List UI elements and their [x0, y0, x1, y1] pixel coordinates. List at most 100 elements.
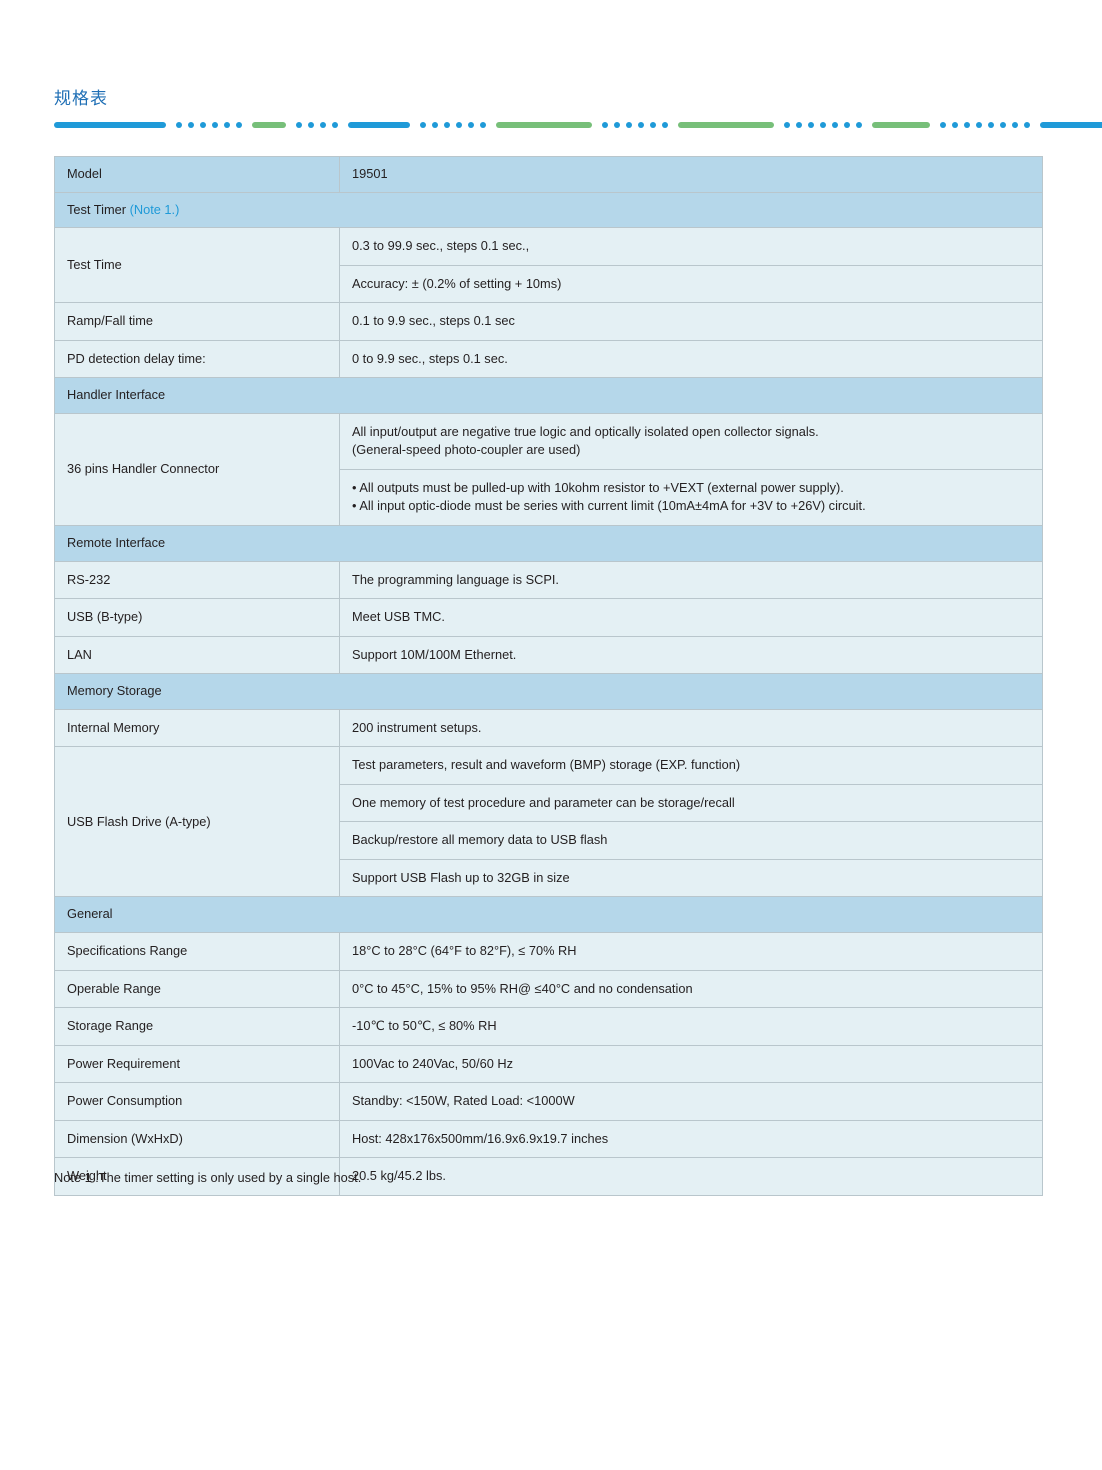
- table-row-value: Accuracy: ± (0.2% of setting + 10ms): [352, 275, 562, 291]
- divider-dot: [200, 121, 206, 128]
- table-row-label-cell: Model: [54, 156, 340, 193]
- table-section-cell: Test Timer (Note 1.): [54, 191, 1043, 229]
- divider-bar: [54, 121, 166, 128]
- table-row: USB (B-type) Meet USB TMC.: [54, 598, 1043, 637]
- table-row-value: 0 to 9.9 sec., steps 0.1 sec.: [352, 350, 508, 366]
- table-row-label: Ramp/Fall time: [67, 313, 154, 329]
- divider-dot: [212, 121, 218, 128]
- table-row-label-cell: Test Time: [54, 227, 340, 304]
- table-row-value-subrow: • All outputs must be pulled-up with 10k…: [340, 469, 1042, 526]
- table-row: Test Time 0.3 to 99.9 sec., steps 0.1 sec…: [54, 227, 1043, 304]
- divider-dot: [420, 121, 426, 128]
- table-row-value: Meet USB TMC.: [352, 609, 445, 625]
- table-section-label: Test Timer (Note 1.): [67, 201, 180, 217]
- divider-dot: [844, 121, 850, 128]
- table-row-value-subrow: Test parameters, result and waveform (BM…: [340, 747, 1042, 785]
- table-row-label: Storage Range: [67, 1018, 154, 1034]
- divider-bar: [348, 121, 410, 128]
- table-section-label: Handler Interface: [67, 387, 166, 403]
- table-row-value: Support 10M/100M Ethernet.: [352, 646, 517, 662]
- table-row-value-cell: 19501: [339, 156, 1043, 193]
- divider-dot: [626, 121, 632, 128]
- table-row-label: Power Consumption: [67, 1093, 183, 1109]
- table-row-label-cell: Operable Range: [54, 969, 340, 1009]
- table-row: Internal Memory 200 instrument setups.: [54, 708, 1043, 748]
- table-row-value: • All outputs must be pulled-up with 10k…: [352, 479, 866, 514]
- table-row-value: 0°C to 45°C, 15% to 95% RH@ ≤40°C and no…: [352, 980, 693, 996]
- footnote-note-1: Note 1 .The timer setting is only used b…: [54, 1170, 362, 1185]
- divider-dot: [456, 121, 462, 128]
- table-row-label-cell: Specifications Range: [54, 932, 340, 971]
- table-row-value-subcell: Accuracy: ± (0.2% of setting + 10ms): [340, 265, 1042, 303]
- divider-dot: [480, 121, 486, 128]
- table-row-value: -10℃ to 50℃, ≤ 80% RH: [352, 1018, 497, 1034]
- table-row-label: Dimension (WxHxD): [67, 1130, 183, 1146]
- table-section-cell: General: [54, 896, 1043, 934]
- table-row-label-cell: Dimension (WxHxD): [54, 1119, 340, 1159]
- table-row-value-cell: 0.3 to 99.9 sec., steps 0.1 sec., Accurac…: [339, 227, 1043, 304]
- table-row-value-subcell: Test parameters, result and waveform (BM…: [340, 747, 1042, 785]
- table-row-value-subrow: Accuracy: ± (0.2% of setting + 10ms): [340, 265, 1042, 303]
- table-row-label-cell: USB Flash Drive (A-type): [54, 746, 340, 898]
- table-row-value-cell: 100Vac to 240Vac, 50/60 Hz: [339, 1044, 1043, 1084]
- table-row-label: Internal Memory: [67, 719, 160, 735]
- table-section-row: Memory Storage: [54, 673, 1043, 710]
- table-row: RS-232 The programming language is SCPI.: [54, 560, 1043, 600]
- table-row-value-cell: Support 10M/100M Ethernet.: [339, 635, 1043, 675]
- table-row-value-sublist: All input/output are negative true logic…: [340, 413, 1042, 526]
- table-row: 36 pins Handler Connector All input/outpu…: [54, 412, 1043, 527]
- table-row-label: RS-232: [67, 571, 111, 587]
- table-row-value: One memory of test procedure and paramet…: [352, 794, 735, 810]
- table-row-value-subcell: • All outputs must be pulled-up with 10k…: [340, 469, 1042, 526]
- note-reference-link[interactable]: (Note 1.): [126, 201, 180, 217]
- table-row-value-subcell: One memory of test procedure and paramet…: [340, 784, 1042, 823]
- table-row-value-cell: 0 to 9.9 sec., steps 0.1 sec.: [339, 339, 1043, 379]
- divider-dot: [176, 121, 182, 128]
- divider-dot: [444, 121, 450, 128]
- divider-dot: [952, 121, 958, 128]
- table-row-label-cell: RS-232: [54, 560, 340, 600]
- table-row: Weight 20.5 kg/45.2 lbs.: [54, 1157, 1043, 1196]
- table-row: Power Consumption Standby: <150W, Rated L…: [54, 1082, 1043, 1121]
- divider-dot: [964, 121, 970, 128]
- decorative-divider: [54, 121, 1102, 128]
- table-row-value-cell: -10℃ to 50℃, ≤ 80% RH: [339, 1007, 1043, 1046]
- table-row: PD detection delay time: 0 to 9.9 sec., s…: [54, 339, 1043, 379]
- table-row: Operable Range 0°C to 45°C, 15% to 95% RH…: [54, 969, 1043, 1009]
- specification-table-body: Model 19501 Test Timer (Note 1.) Test Time 0…: [54, 156, 1043, 1196]
- divider-bar: [252, 121, 286, 128]
- divider-dot: [662, 121, 668, 128]
- table-row-label: Specifications Range: [67, 943, 188, 959]
- divider-dot: [940, 121, 946, 128]
- table-row-value: Support USB Flash up to 32GB in size: [352, 869, 570, 885]
- table-row-label: PD detection delay time:: [67, 350, 206, 366]
- divider-dot: [614, 121, 620, 128]
- divider-dot: [432, 121, 438, 128]
- table-section-row: Test Timer (Note 1.): [54, 191, 1043, 229]
- divider-dot: [976, 121, 982, 128]
- table-section-label: Remote Interface: [67, 535, 166, 551]
- table-row-value: Backup/restore all memory data to USB fl…: [352, 832, 608, 848]
- table-row-value: 0.1 to 9.9 sec., steps 0.1 sec: [352, 313, 515, 329]
- table-row-value-cell: Test parameters, result and waveform (BM…: [339, 746, 1043, 898]
- table-row-label-cell: PD detection delay time:: [54, 339, 340, 379]
- table-row-value-cell: The programming language is SCPI.: [339, 560, 1043, 600]
- divider-bar: [1040, 121, 1102, 128]
- divider-bar: [872, 121, 930, 128]
- divider-dot: [1012, 121, 1018, 128]
- table-section-row: Remote Interface: [54, 525, 1043, 562]
- table-row-value: 100Vac to 240Vac, 50/60 Hz: [352, 1055, 514, 1071]
- divider-dot: [602, 121, 608, 128]
- table-row-value-subrow: Support USB Flash up to 32GB in size: [340, 859, 1042, 897]
- divider-dot: [224, 121, 230, 128]
- divider-bar: [678, 121, 774, 128]
- page-title: 规格表: [54, 89, 108, 108]
- table-row-label-cell: LAN: [54, 635, 340, 675]
- table-row-label-cell: Power Requirement: [54, 1044, 340, 1084]
- divider-bar: [496, 121, 592, 128]
- table-row-value-sublist: Test parameters, result and waveform (BM…: [340, 747, 1042, 897]
- table-row-value-subrow: 0.3 to 99.9 sec., steps 0.1 sec.,: [340, 228, 1042, 266]
- divider-dot: [188, 121, 194, 128]
- table-row-label-cell: Storage Range: [54, 1007, 340, 1046]
- table-row-label: LAN: [67, 646, 92, 662]
